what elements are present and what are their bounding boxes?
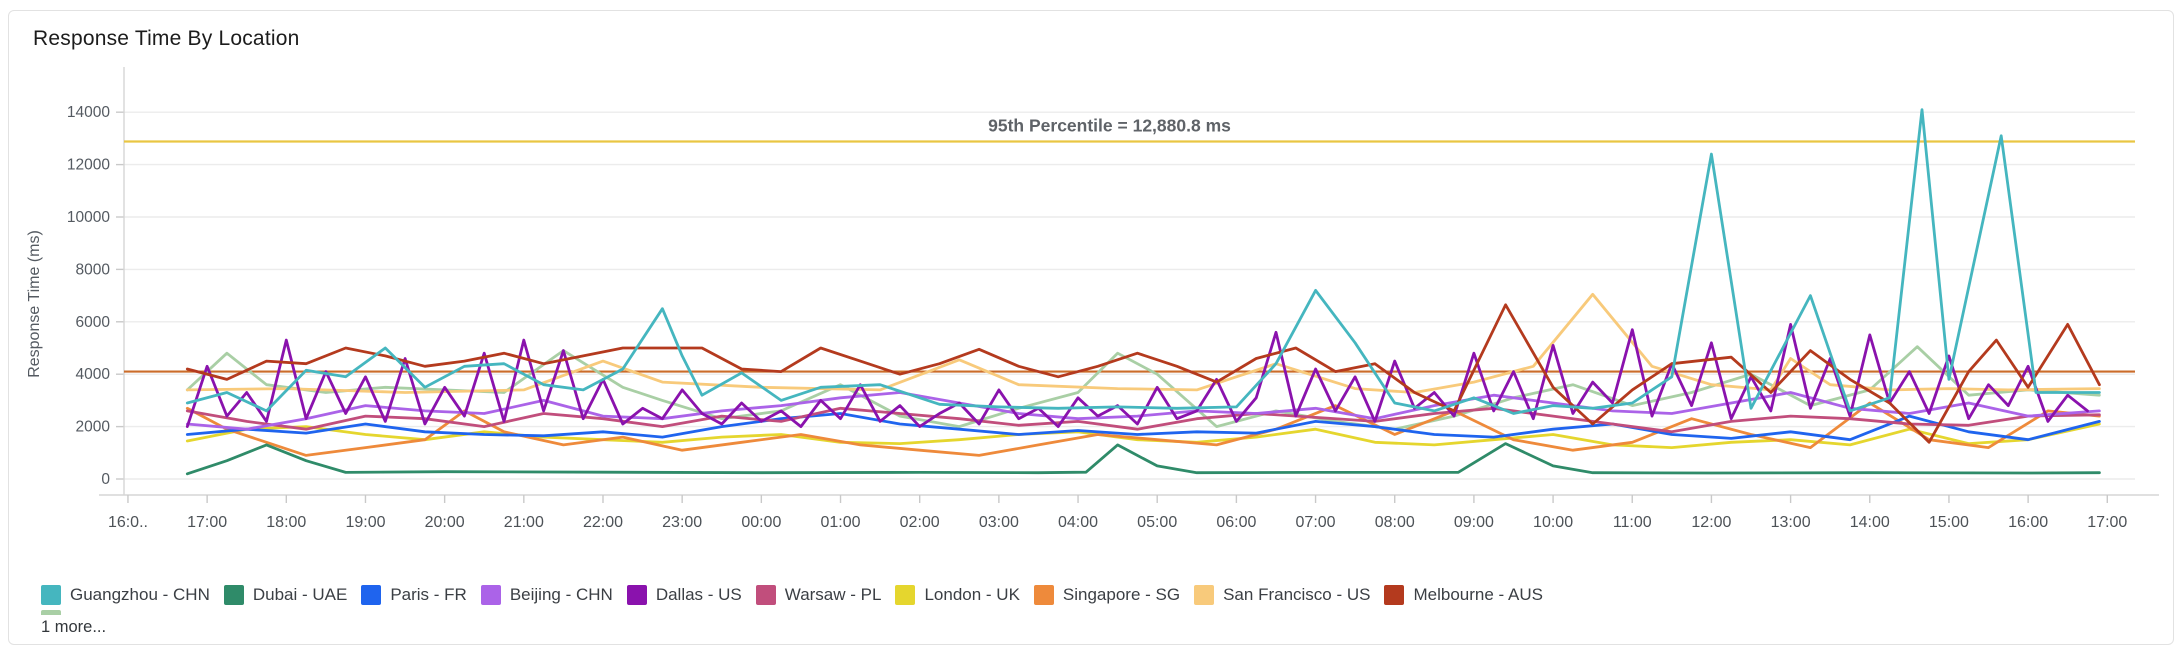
legend-label: Warsaw - PL xyxy=(784,585,882,604)
x-tick-label: 17:00 xyxy=(187,514,227,531)
series-line-san-francisco-us xyxy=(185,292,2101,394)
x-tick-label: 20:00 xyxy=(425,514,465,531)
x-tick-label: 07:00 xyxy=(1296,514,1336,531)
x-tick-label: 13:00 xyxy=(1771,514,1811,531)
x-tick-label: 14:00 xyxy=(1850,514,1890,531)
percentile-label: 95th Percentile = 12,880.8 ms xyxy=(988,116,1231,136)
x-tick-label: 03:00 xyxy=(979,514,1019,531)
legend-item[interactable]: Paris - FR xyxy=(361,585,467,605)
legend-more-link[interactable]: 1 more... xyxy=(41,618,107,636)
legend-swatch xyxy=(755,585,776,605)
legend-row: Guangzhou - CHN Dubai - UAE Paris - FR Beij… xyxy=(41,583,2153,607)
x-tick-label: 00:00 xyxy=(741,514,781,531)
legend-label: Singapore - SG xyxy=(1062,585,1181,604)
legend-swatch xyxy=(1033,585,1054,605)
legend-item[interactable]: Beijing - CHN xyxy=(480,585,613,605)
x-tick-label: 16:00 xyxy=(2008,514,2048,531)
legend-swatch xyxy=(1194,585,1215,605)
y-tick-label: 2000 xyxy=(76,419,111,436)
x-tick-label: 09:00 xyxy=(1454,514,1494,531)
x-tick-label: 06:00 xyxy=(1216,514,1256,531)
page-title: Response Time By Location xyxy=(33,27,300,50)
x-tick-label: 11:00 xyxy=(1613,514,1652,531)
chart-svg: 0 2000 4000 6000 8000 10000 12000 14000 16:0.. 17… xyxy=(26,67,2159,531)
x-tick-label: 21:00 xyxy=(504,514,544,531)
x-tick-label: 16:0.. xyxy=(108,514,148,531)
legend-item[interactable]: Warsaw - PL xyxy=(755,585,882,605)
x-tick-label: 23:00 xyxy=(662,514,702,531)
legend-swatch xyxy=(223,585,244,605)
series-line-beijing-chn xyxy=(185,391,2101,431)
chart-area: 0 2000 4000 6000 8000 10000 12000 14000 16:0.. 17… xyxy=(9,59,2173,581)
legend-swatch xyxy=(626,585,647,605)
legend-label: San Francisco - US xyxy=(1223,585,1371,604)
series-line-dallas-us xyxy=(185,323,2089,428)
legend-label: Paris - FR xyxy=(390,585,467,604)
legend-swatch xyxy=(480,585,501,605)
x-tick-label: 04:00 xyxy=(1058,514,1098,531)
legend-item[interactable]: Singapore - SG xyxy=(1033,585,1181,605)
legend-swatch xyxy=(895,585,916,605)
y-tick-label: 14000 xyxy=(67,104,110,121)
x-tick-label: 01:00 xyxy=(820,514,860,531)
x-tick-label: 19:00 xyxy=(345,514,385,531)
legend-item[interactable]: Dallas - US xyxy=(626,585,742,605)
legend-item[interactable]: San Francisco - US xyxy=(1194,585,1370,605)
legend-hidden-item-swatch xyxy=(41,610,61,615)
legend-item[interactable]: Dubai - UAE xyxy=(223,585,348,605)
legend-item[interactable]: London - UK xyxy=(895,585,1020,605)
y-tick-label: 12000 xyxy=(67,157,110,174)
series-line-singapore-sg xyxy=(185,401,2101,457)
legend-item[interactable]: Guangzhou - CHN xyxy=(41,585,210,605)
legend-swatch xyxy=(41,585,61,605)
x-tick-label: 10:00 xyxy=(1533,514,1573,531)
legend-label: London - UK xyxy=(924,585,1020,604)
series-line-dubai-uae xyxy=(185,442,2101,476)
legend-swatch xyxy=(1384,585,1405,605)
legend-label: Dubai - UAE xyxy=(252,585,348,604)
series-line-melbourne-aus xyxy=(185,303,2101,444)
y-tick-label: 4000 xyxy=(76,366,111,383)
x-tick-label: 02:00 xyxy=(900,514,940,531)
x-tick-label: 18:00 xyxy=(266,514,306,531)
x-tick-label: 08:00 xyxy=(1375,514,1415,531)
series-line-paris-fr xyxy=(185,412,2101,442)
legend-label: Melbourne - AUS xyxy=(1413,585,1543,604)
y-tick-label: 10000 xyxy=(67,209,110,226)
legend-item[interactable]: Melbourne - AUS xyxy=(1384,585,1543,605)
legend-label: Guangzhou - CHN xyxy=(70,585,210,604)
y-tick-label: 6000 xyxy=(76,314,111,331)
x-tick-label: 05:00 xyxy=(1137,514,1177,531)
x-tick-label: 15:00 xyxy=(1929,514,1969,531)
x-tick-label: 22:00 xyxy=(583,514,623,531)
y-tick-label: 8000 xyxy=(76,261,111,278)
legend-swatch xyxy=(361,585,382,605)
chart-card: Response Time By Location 0 2000 4000 6000 8… xyxy=(8,10,2174,645)
y-axis-title: Response Time (ms) xyxy=(26,230,43,378)
y-tick-label: 0 xyxy=(101,471,110,488)
legend-label: Dallas - US xyxy=(655,585,742,604)
series-line-guangzhou-chn xyxy=(185,108,2101,415)
chart-legend: Guangzhou - CHN Dubai - UAE Paris - FR Beij… xyxy=(41,583,2153,637)
legend-label: Beijing - CHN xyxy=(509,585,613,604)
x-tick-label: 17:00 xyxy=(2087,514,2127,531)
x-tick-label: 12:00 xyxy=(1691,514,1731,531)
